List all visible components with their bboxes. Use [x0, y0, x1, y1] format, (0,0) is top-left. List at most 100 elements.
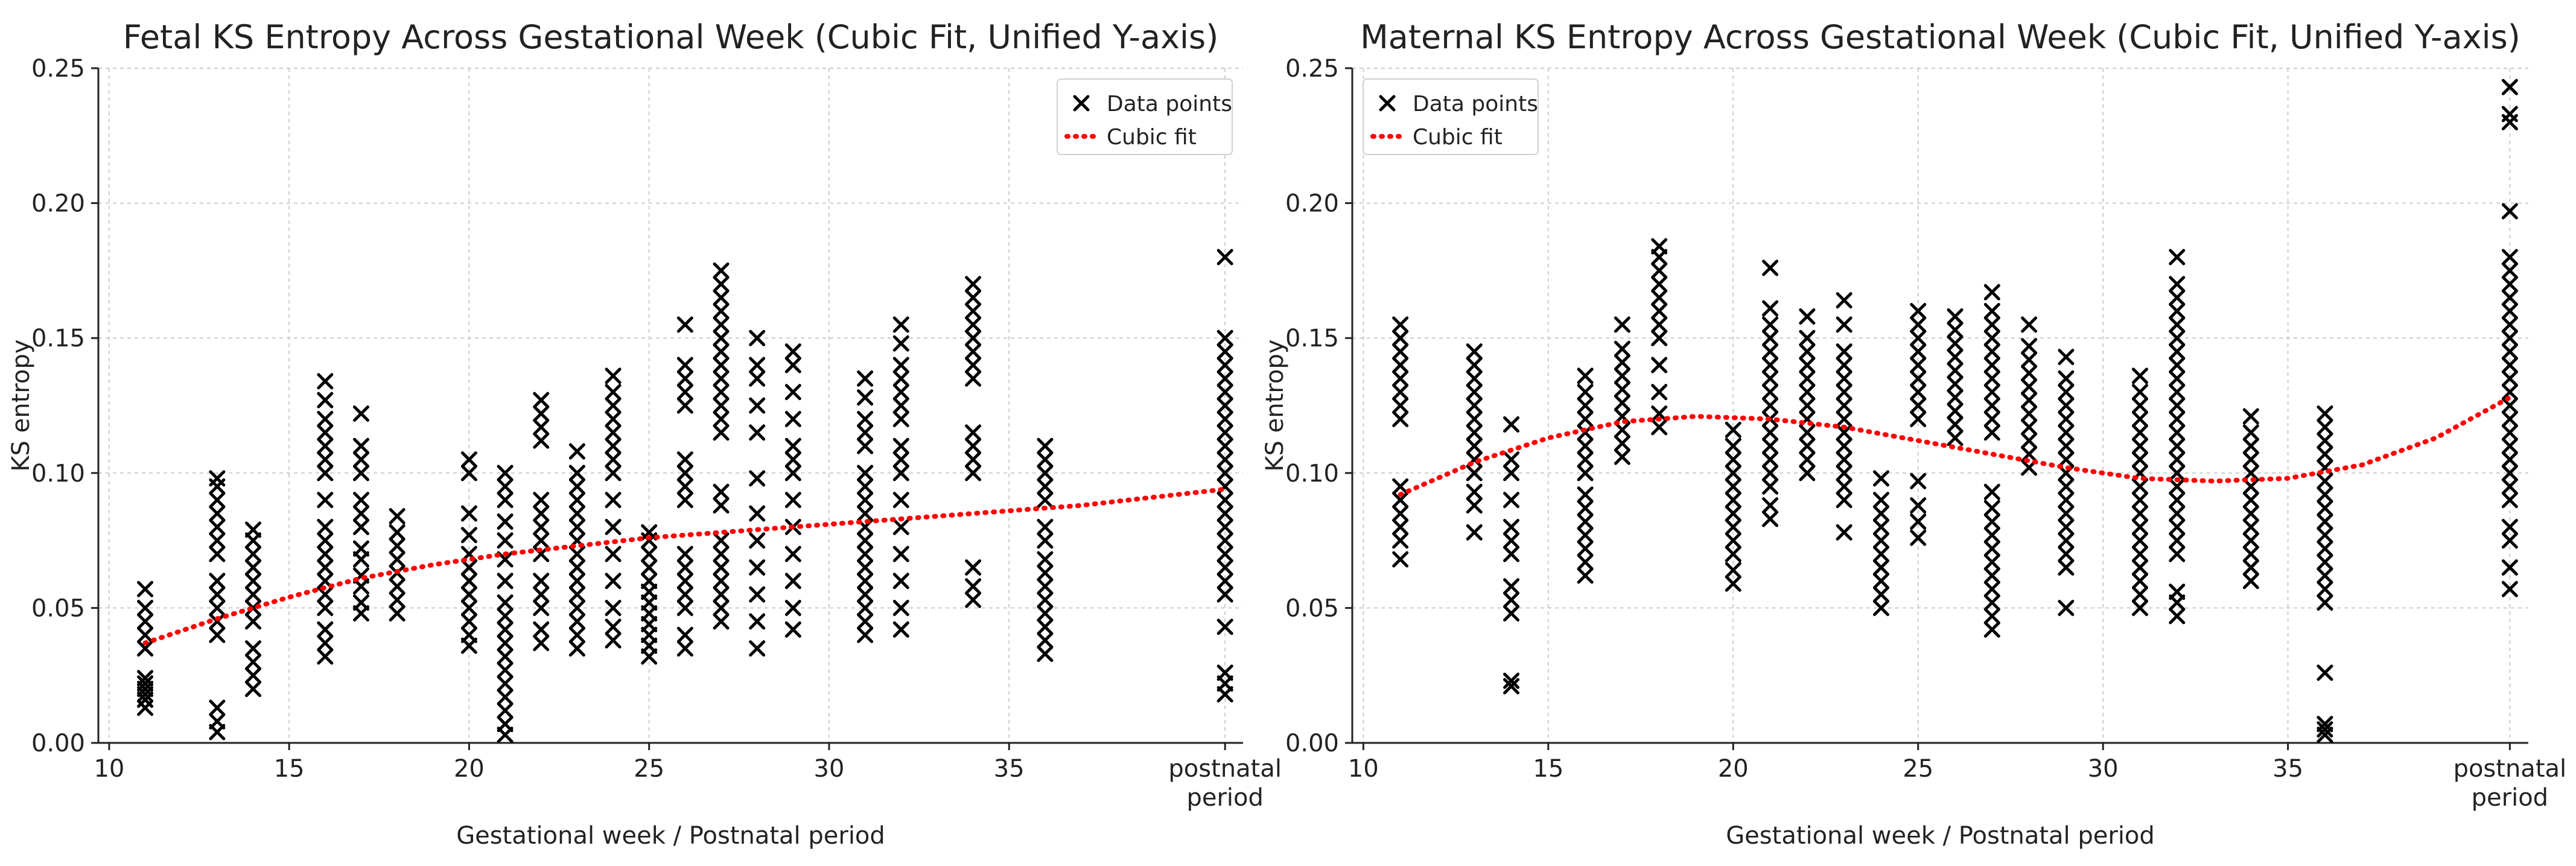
x-marker-stroke — [892, 397, 909, 414]
data-point — [209, 613, 226, 630]
data-point — [1614, 395, 1630, 412]
data-point — [2058, 518, 2075, 535]
data-point — [1725, 438, 1741, 454]
data-point — [568, 573, 585, 590]
x-tick-label-line: 25 — [634, 755, 664, 783]
data-point — [389, 605, 405, 622]
x-marker-stroke — [892, 573, 909, 590]
x-marker-stroke — [137, 675, 154, 692]
x-marker-stroke — [2131, 573, 2148, 590]
data-point — [1037, 578, 1054, 595]
data-point — [1216, 330, 1233, 346]
x-marker-stroke — [2058, 370, 2075, 387]
x-marker-stroke — [1651, 330, 1668, 346]
x-marker-stroke — [209, 492, 226, 509]
x-marker-stroke — [1799, 308, 1816, 325]
data-point — [460, 586, 477, 603]
x-marker-stroke — [892, 518, 909, 535]
data-point — [1725, 451, 1741, 468]
data-point — [389, 578, 405, 595]
data-point — [713, 357, 730, 374]
x-marker-stroke — [317, 573, 334, 590]
data-point — [245, 654, 262, 670]
data-point — [1577, 397, 1594, 414]
data-point — [2021, 419, 2038, 436]
data-point — [2021, 365, 2038, 381]
data-point — [317, 635, 334, 652]
data-point — [2169, 451, 2186, 468]
data-point — [460, 599, 477, 616]
x-marker-stroke — [2501, 370, 2518, 387]
x-marker-stroke — [1872, 573, 1889, 590]
x-marker-stroke — [784, 599, 801, 616]
data-point — [2131, 451, 2148, 468]
x-marker-stroke — [245, 599, 262, 616]
x-marker-stroke — [2501, 478, 2518, 495]
x-marker-stroke — [1725, 562, 1741, 579]
data-point — [2169, 478, 2186, 495]
x-marker-stroke — [1216, 249, 1233, 266]
x-marker-stroke — [2169, 357, 2186, 374]
x-marker-stroke — [749, 505, 766, 522]
x-marker-stroke — [1799, 424, 1816, 441]
x-marker-stroke — [2169, 465, 2186, 482]
x-marker-stroke — [2169, 370, 2186, 387]
x-marker-stroke — [857, 492, 874, 509]
x-tick-label: 20 — [454, 755, 485, 783]
x-marker-stroke — [1799, 438, 1816, 454]
x-marker-stroke — [317, 465, 334, 482]
data-point — [1983, 553, 2000, 570]
legend-box — [1057, 78, 1233, 155]
data-point — [1577, 410, 1594, 427]
data-point — [1651, 276, 1668, 293]
data-point — [497, 573, 514, 590]
x-marker-stroke — [784, 343, 801, 360]
x-marker-stroke — [2501, 532, 2518, 549]
data-point — [713, 497, 730, 514]
x-marker-stroke — [892, 438, 909, 454]
x-marker-stroke — [497, 702, 514, 719]
data-point — [1947, 362, 1964, 379]
data-point — [1836, 465, 1852, 482]
data-point — [2242, 518, 2259, 535]
data-point — [713, 262, 730, 279]
x-tick-label-line: 35 — [994, 755, 1025, 783]
data-point — [137, 613, 154, 630]
data-point — [676, 599, 693, 616]
x-marker-stroke — [1037, 551, 1054, 568]
data-point — [2242, 546, 2259, 562]
x-marker-stroke — [2058, 478, 2075, 495]
data-point — [1651, 419, 1668, 436]
x-marker-stroke — [1983, 370, 2000, 387]
y-tick-label: 0.15 — [31, 325, 85, 352]
data-point — [1983, 330, 2000, 346]
x-marker-stroke — [533, 621, 550, 638]
legend: Data points Cubic fit — [1363, 78, 1539, 155]
x-marker-stroke — [784, 451, 801, 468]
x-marker-stroke — [857, 505, 874, 522]
data-point — [2131, 546, 2148, 562]
x-marker-stroke — [568, 559, 585, 576]
x-marker-stroke — [209, 699, 226, 716]
x-marker-stroke — [713, 613, 730, 630]
data-point — [641, 546, 658, 562]
data-point — [749, 586, 766, 603]
x-marker-stroke — [1216, 664, 1233, 681]
data-point — [605, 546, 622, 562]
x-marker-stroke — [497, 716, 514, 733]
data-point — [1466, 384, 1483, 401]
data-point — [1466, 343, 1483, 360]
x-marker-stroke — [533, 599, 550, 616]
x-marker-stroke — [605, 397, 622, 414]
data-point — [1872, 518, 1889, 535]
x-marker-stroke — [1216, 424, 1233, 441]
data-point — [1947, 416, 1964, 433]
data-point — [1947, 389, 1964, 406]
data-point — [2501, 316, 2518, 333]
data-point — [2169, 370, 2186, 387]
data-point — [1983, 513, 2000, 530]
data-point — [1216, 424, 1233, 441]
x-marker-stroke — [209, 470, 226, 487]
data-point — [2317, 432, 2333, 449]
x-marker-stroke — [1503, 518, 1520, 535]
